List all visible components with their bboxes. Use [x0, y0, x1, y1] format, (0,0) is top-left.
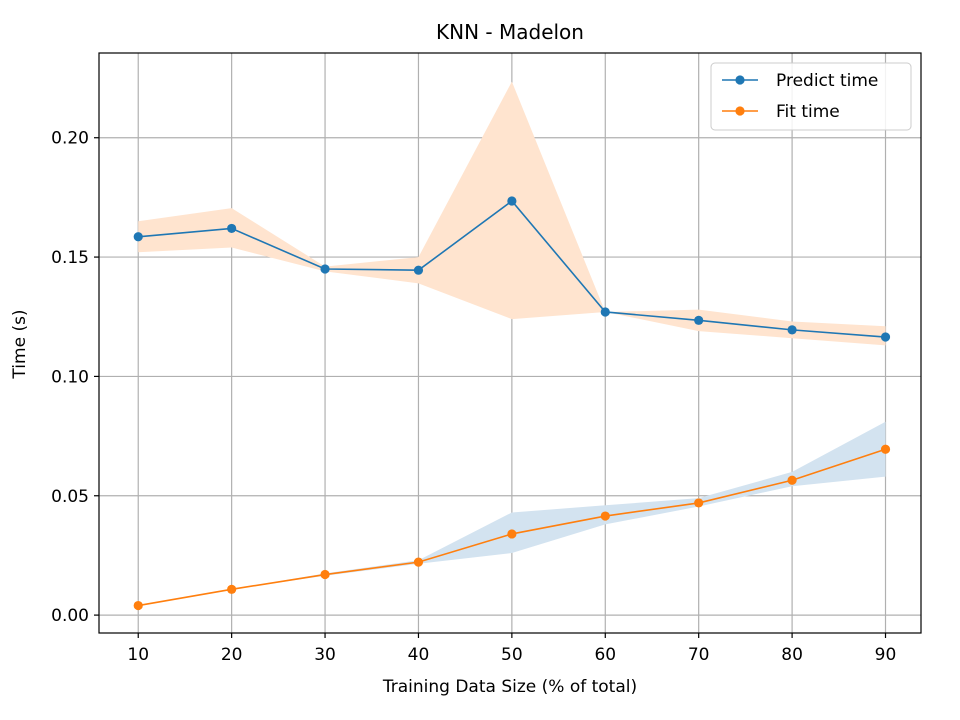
x-tick-label: 50 — [501, 645, 523, 665]
band-0 — [138, 81, 886, 346]
data-point-1 — [600, 511, 610, 521]
x-tick-label: 90 — [875, 645, 897, 665]
data-point-1 — [133, 600, 143, 611]
x-tick-label: 40 — [408, 645, 430, 665]
legend-marker-0 — [735, 75, 745, 85]
confidence-bands — [138, 81, 886, 606]
y-tick-label: 0.15 — [51, 248, 89, 268]
x-tick-label: 60 — [594, 645, 616, 665]
data-point-0 — [694, 315, 704, 325]
x-tick-label: 80 — [781, 645, 803, 665]
data-point-0 — [600, 307, 610, 317]
data-point-1 — [227, 584, 237, 594]
data-points — [133, 196, 891, 611]
y-axis-label: Time (s) — [10, 309, 30, 379]
data-point-0 — [880, 332, 891, 342]
data-point-0 — [507, 196, 517, 206]
band-1 — [138, 421, 886, 606]
x-tick-label: 70 — [688, 645, 710, 665]
legend: Predict time Fit time — [710, 62, 912, 131]
plot-frame — [98, 52, 922, 634]
y-tick-label: 0.10 — [51, 367, 89, 387]
data-point-0 — [787, 325, 797, 335]
data-point-1 — [694, 498, 704, 508]
data-point-1 — [320, 569, 330, 580]
y-tick-label: 0.00 — [51, 606, 89, 626]
data-point-0 — [413, 265, 424, 275]
data-point-1 — [880, 444, 891, 454]
data-point-1 — [787, 475, 797, 485]
data-point-0 — [133, 232, 143, 242]
legend-box — [710, 62, 912, 131]
chart-title: KNN - Madelon — [436, 20, 584, 44]
legend-label-0: Predict time — [776, 71, 878, 91]
data-point-1 — [507, 529, 517, 539]
data-point-0 — [227, 223, 237, 234]
x-tick-label: 20 — [221, 645, 243, 665]
axis-ticks: 10 20 30 40 50 60 70 80 90 0.00 0.05 0.10 0.15 0.20 — [51, 129, 896, 665]
legend-label-1: Fit time — [776, 102, 840, 122]
x-axis-label: Training Data Size (% of total) — [382, 677, 637, 697]
legend-marker-1 — [735, 106, 745, 116]
data-point-0 — [320, 264, 330, 274]
x-tick-label: 10 — [127, 645, 149, 665]
y-tick-label: 0.20 — [51, 129, 89, 149]
x-tick-label: 30 — [314, 645, 336, 665]
data-point-1 — [413, 557, 424, 567]
y-tick-label: 0.05 — [51, 487, 89, 507]
